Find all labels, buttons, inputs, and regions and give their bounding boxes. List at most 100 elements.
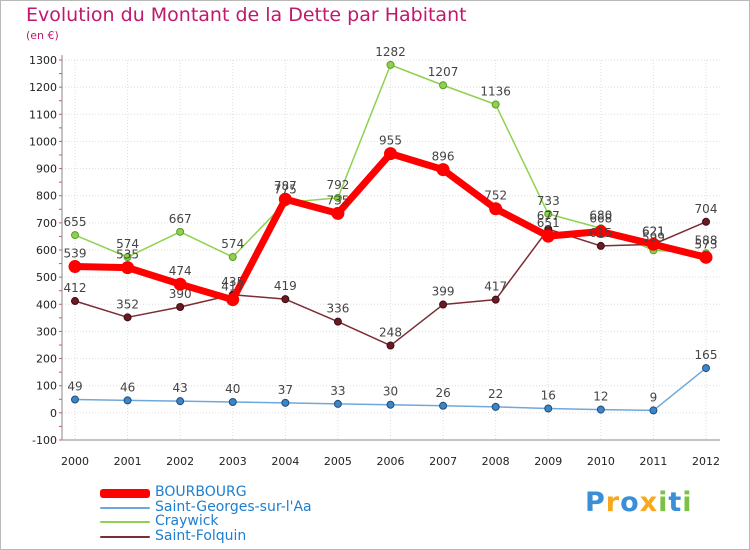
data-label: 621 xyxy=(642,224,665,238)
x-tick-label: 2007 xyxy=(429,455,457,468)
data-point xyxy=(333,317,342,326)
legend-label: BOURBOURG xyxy=(155,484,247,500)
data-point xyxy=(702,364,710,373)
x-tick-label: 2012 xyxy=(692,455,720,468)
data-label: 417 xyxy=(221,280,244,294)
data-point xyxy=(544,209,553,218)
data-label: 390 xyxy=(169,287,192,301)
logo-letter: P xyxy=(585,487,606,518)
data-point xyxy=(333,399,342,408)
data-point xyxy=(596,241,605,250)
logo-letter: t xyxy=(668,487,683,518)
y-tick-label: 1000 xyxy=(29,135,57,148)
data-point xyxy=(71,231,79,240)
data-point xyxy=(491,402,500,411)
legend-swatch xyxy=(100,488,150,498)
data-label: 46 xyxy=(120,380,135,394)
logo-letter: i xyxy=(658,487,669,518)
y-tick-label: 1200 xyxy=(29,81,57,94)
data-label: 680 xyxy=(589,208,612,222)
data-label: 37 xyxy=(278,383,293,397)
data-label: 22 xyxy=(488,387,503,401)
y-tick-label: 400 xyxy=(36,298,57,311)
data-label: 1207 xyxy=(428,65,459,79)
y-tick-label: 600 xyxy=(36,244,57,257)
legend-swatch xyxy=(100,535,150,538)
data-label: 775 xyxy=(274,183,297,197)
data-point xyxy=(173,277,187,291)
y-tick-label: -100 xyxy=(32,434,57,447)
series-layer xyxy=(68,60,713,415)
data-point xyxy=(176,397,185,406)
data-point xyxy=(541,229,555,243)
data-point xyxy=(491,100,500,109)
data-label: 1282 xyxy=(375,45,406,59)
grid-layer xyxy=(62,59,720,441)
legend-swatch xyxy=(100,506,150,509)
data-point xyxy=(439,300,448,309)
data-point xyxy=(384,147,397,161)
series-0 xyxy=(68,147,713,307)
data-point xyxy=(439,401,448,410)
legend-label: Saint-Georges-sur-l'Aa xyxy=(155,498,312,515)
data-point xyxy=(278,192,292,206)
data-point xyxy=(123,396,132,405)
data-point xyxy=(176,303,185,311)
data-point xyxy=(121,261,135,275)
data-point xyxy=(702,217,710,226)
x-tick-label: 2003 xyxy=(219,455,247,468)
data-point xyxy=(226,293,240,307)
y-tick-label: 800 xyxy=(36,190,57,203)
x-tick-label: 2005 xyxy=(324,455,352,468)
data-label: 419 xyxy=(274,279,297,293)
data-point xyxy=(594,225,608,239)
data-point xyxy=(123,253,132,262)
x-tick-label: 2006 xyxy=(377,455,405,468)
logo-letter: r xyxy=(605,487,621,518)
data-point xyxy=(544,404,553,413)
chart-subtitle: (en €) xyxy=(26,29,59,42)
legend-label: Saint-Folquin xyxy=(155,527,247,544)
data-label: 49 xyxy=(67,380,82,394)
data-label: 336 xyxy=(326,302,349,316)
data-point xyxy=(439,81,448,90)
data-label: 704 xyxy=(695,202,718,216)
data-label: 615 xyxy=(589,226,612,240)
data-point xyxy=(71,297,79,306)
x-tick-label: 2011 xyxy=(639,455,667,468)
data-point xyxy=(596,405,605,414)
data-point xyxy=(489,202,503,216)
x-tick-label: 2009 xyxy=(534,455,562,468)
data-label: 752 xyxy=(484,189,507,203)
data-label: 896 xyxy=(432,150,455,164)
data-label: 535 xyxy=(116,248,139,262)
x-tick-label: 2010 xyxy=(587,455,615,468)
data-point xyxy=(176,227,185,236)
x-tick-label: 2004 xyxy=(271,455,299,468)
data-label: 435 xyxy=(221,275,244,289)
x-tick-label: 2002 xyxy=(166,455,194,468)
data-label: 417 xyxy=(484,280,507,294)
data-label: 33 xyxy=(330,384,345,398)
data-label: 792 xyxy=(326,178,349,192)
data-label: 955 xyxy=(379,134,402,148)
data-label: 574 xyxy=(116,237,139,251)
data-point xyxy=(281,398,290,407)
data-label: 30 xyxy=(383,385,398,399)
data-label: 1136 xyxy=(480,85,511,99)
data-label: 655 xyxy=(64,215,87,229)
data-label: 651 xyxy=(537,216,560,230)
data-point xyxy=(68,260,82,274)
x-tick-label: 2008 xyxy=(482,455,510,468)
data-label: 43 xyxy=(173,381,188,395)
data-point xyxy=(123,313,132,322)
data-point xyxy=(699,250,713,264)
series-3 xyxy=(71,217,710,350)
x-tick-label: 2001 xyxy=(114,455,142,468)
logo-letter: o xyxy=(620,487,640,518)
data-point xyxy=(71,395,79,404)
data-point xyxy=(436,163,450,177)
data-label: 677 xyxy=(537,209,560,223)
data-label: 352 xyxy=(116,297,139,311)
